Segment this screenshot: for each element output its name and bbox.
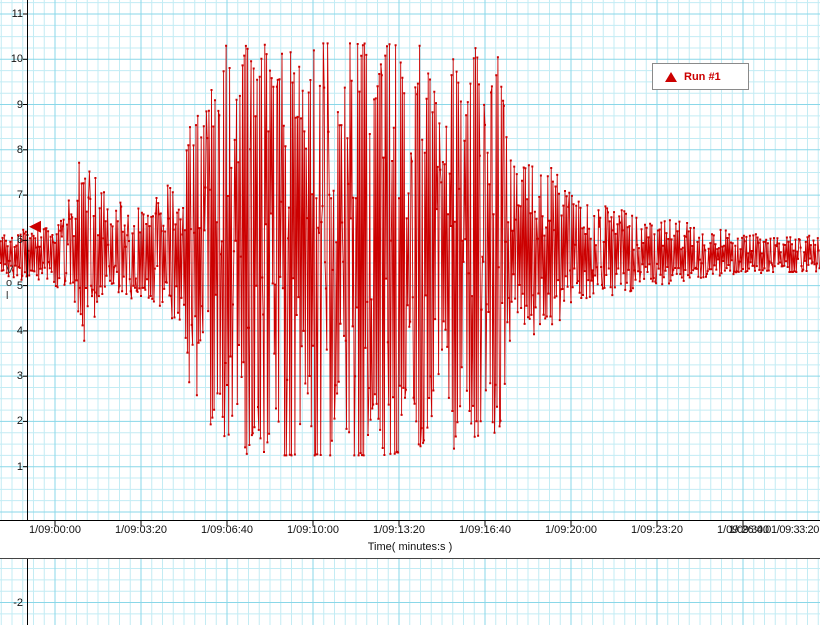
x-tick-label: 1/09:26:40 <box>717 524 769 536</box>
legend-label: Run #1 <box>684 70 721 83</box>
y-axis-scroll-arrow-icon[interactable] <box>29 220 41 233</box>
y-axis-title-char: l <box>6 290 9 302</box>
y-tick-label: 8 <box>16 143 23 156</box>
x-tick-label-overflow: 1/09:30:01/09:33:20 <box>728 524 820 536</box>
y-tick-label: 6 <box>16 234 23 247</box>
x-tick-label: 1/09:00:00 <box>29 524 81 536</box>
x-tick-label: 1/09:10:00 <box>287 524 339 536</box>
y-axis-title-char: o <box>6 277 13 289</box>
run-triangle-icon <box>665 71 677 82</box>
x-tick-label: 1/09:06:40 <box>201 524 253 536</box>
y-tick-label: 10 <box>10 53 23 66</box>
y-axis-title-char: V <box>6 264 14 276</box>
x-tick-label: 1/09:20:00 <box>545 524 597 536</box>
y-tick-label: -2 <box>13 596 23 609</box>
x-tick-label: 1/09:13:20 <box>373 524 425 536</box>
waveform-line <box>0 43 820 457</box>
y-tick-label: 1 <box>16 460 23 473</box>
axis-ticks <box>23 13 744 526</box>
y-tick-label: 2 <box>16 415 23 428</box>
y-tick-label: 3 <box>16 370 23 383</box>
x-axis-band-bg <box>0 520 820 558</box>
y-tick-label: 11 <box>11 8 23 20</box>
x-tick-label: 1/09:03:20 <box>115 524 167 536</box>
x-tick-label: 1/09:16:40 <box>459 524 511 536</box>
x-axis-title: Time( minutes:s ) <box>367 541 453 553</box>
x-tick-label: 1/09:23:20 <box>631 524 683 536</box>
x-axis-band: 1/09:00:00 1/09:03:20 1/09:06:40 1/09:10:00… <box>0 520 820 558</box>
y-tick-label: 4 <box>16 324 23 337</box>
legend-run1[interactable]: Run #1 <box>652 63 749 90</box>
y-tick-label: 9 <box>16 98 23 111</box>
y-tick-label: 7 <box>16 189 23 202</box>
waveform-run1 <box>0 42 820 457</box>
y-tick-label: 5 <box>16 279 23 292</box>
